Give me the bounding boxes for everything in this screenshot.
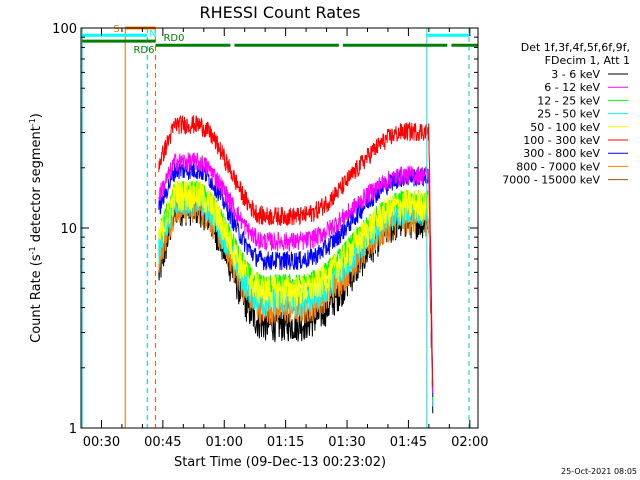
vertical-markers (81, 28, 470, 428)
legend-label-0: 3 - 6 keV (551, 68, 600, 81)
legend-label-1: 6 - 12 keV (544, 81, 600, 94)
annotation-label-s: S (113, 24, 119, 35)
chart-title: RHESSI Count Rates (200, 3, 361, 22)
y-axis-label: Count Rate (s-1 detector segment-1) (28, 113, 44, 343)
legend-label-3: 25 - 50 keV (537, 108, 600, 121)
x-tick-label-5: 01:45 (390, 435, 427, 450)
legend: Det 1f,3f,4f,5f,6f,9f, FDecim 1, Att 1 3… (502, 41, 630, 187)
annotation-label-rd0: RD0 (163, 33, 184, 44)
x-tick-label-2: 01:00 (206, 435, 243, 450)
legend-header-line-2: FDecim 1, Att 1 (545, 54, 630, 67)
plot-data-layer (158, 114, 434, 414)
y-axis-label-main: Count Rate (s (29, 254, 44, 343)
annotation-label-rd6: RD6 (133, 45, 154, 56)
legend-label-6: 300 - 800 keV (523, 147, 600, 160)
x-tick-label-3: 01:15 (267, 435, 304, 450)
y-axis-label-middle: detector segment (29, 126, 44, 246)
series-line-4 (158, 179, 434, 398)
axes: 00:30 00:45 01:00 01:15 01:30 01:45 02:00 1 10 10… (52, 22, 488, 450)
x-tick-label-4: 01:30 (328, 435, 365, 450)
legend-header-line-1: Det 1f,3f,4f,5f,6f,9f, (521, 41, 630, 54)
legend-label-8: 7000 - 15000 keV (502, 174, 600, 187)
legend-label-7: 800 - 7000 keV (516, 160, 600, 173)
series-line-6 (158, 161, 434, 398)
annotation-bars: S N RD6 RD0 (82, 24, 478, 56)
y-axis-label-exponent-2: -1 (28, 118, 37, 126)
legend-label-2: 12 - 25 keV (537, 94, 600, 107)
y-tick-label-0: 1 (69, 422, 77, 437)
y-axis-label-end: ) (29, 113, 44, 118)
x-tick-label-0: 00:30 (83, 435, 120, 450)
annotation-label-n: N (149, 29, 156, 40)
y-axis-label-exponent-1: -1 (28, 246, 37, 254)
series-line-5 (158, 114, 434, 387)
y-tick-label-1: 10 (60, 222, 77, 237)
x-tick-label-1: 00:45 (144, 435, 181, 450)
y-tick-label-2: 100 (52, 22, 77, 37)
legend-label-5: 100 - 300 keV (523, 134, 600, 147)
series-line-1 (158, 152, 434, 394)
legend-label-4: 50 - 100 keV (530, 121, 600, 134)
x-tick-label-6: 02:00 (451, 435, 488, 450)
x-axis-label: Start Time (09-Dec-13 00:23:02) (174, 455, 386, 470)
timestamp: 25-Oct-2021 08:05 (561, 467, 637, 476)
